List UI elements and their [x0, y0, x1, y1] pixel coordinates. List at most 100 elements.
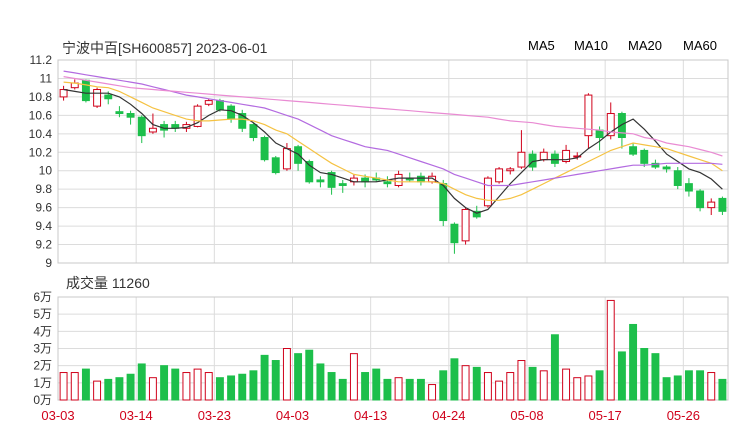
- volume-bar: [227, 375, 236, 401]
- price-tick-label: 9.2: [35, 238, 52, 252]
- volume-bar: [238, 373, 247, 401]
- candle-body: [439, 183, 448, 222]
- volume-bar: [327, 372, 336, 401]
- volume-bar: [104, 378, 113, 401]
- volume-bar: [349, 353, 358, 401]
- candle-body: [718, 197, 727, 212]
- volume-bar: [126, 373, 135, 401]
- ma-line-ma60: [63, 76, 723, 157]
- candle-body: [104, 94, 113, 100]
- candle-body: [238, 113, 247, 129]
- candle-body: [327, 172, 336, 188]
- volume-bar: [148, 377, 157, 401]
- candle-body: [562, 149, 571, 163]
- volume-bar: [70, 372, 79, 401]
- volume-title-prefix: 成交量: [66, 275, 108, 291]
- price-tick-label: 10.2: [29, 145, 53, 159]
- candle-body: [640, 149, 649, 164]
- price-plot-frame: [57, 59, 729, 264]
- volume-bar: [662, 377, 671, 401]
- candle-body: [193, 105, 202, 127]
- price-tick-label: 9.8: [35, 182, 52, 196]
- candle-body: [707, 201, 716, 209]
- candle-body: [115, 111, 124, 115]
- volume-bar: [160, 365, 169, 401]
- candle-body: [550, 153, 559, 164]
- candle-body: [495, 168, 504, 183]
- candle-body: [472, 210, 481, 218]
- volume-bar: [137, 363, 146, 401]
- volume-tick-label: 4万: [33, 324, 52, 338]
- date-tick-label: 03-14: [120, 408, 153, 423]
- volume-bar: [450, 358, 459, 401]
- volume-bar: [517, 360, 526, 401]
- candle-body: [126, 113, 135, 118]
- volume-bar: [629, 323, 638, 401]
- date-tick-label: 04-13: [354, 408, 387, 423]
- candle-body: [282, 148, 291, 170]
- candle-body: [506, 168, 515, 172]
- price-tick-label: 10.4: [29, 127, 53, 141]
- volume-bar: [606, 299, 615, 401]
- volume-bar: [182, 372, 191, 401]
- volume-bar: [338, 378, 347, 401]
- volume-tick-label: 2万: [33, 359, 52, 373]
- volume-bar: [718, 378, 727, 401]
- candle-body: [305, 161, 314, 183]
- candle-body: [249, 124, 258, 139]
- volume-bar: [472, 366, 481, 401]
- candle-body: [461, 208, 470, 242]
- volume-bar: [696, 370, 705, 401]
- volume-plot-frame: [57, 296, 729, 401]
- price-tick-label: 10.6: [29, 108, 53, 122]
- candle-body: [673, 170, 682, 186]
- candle-body: [204, 100, 213, 105]
- candle-body: [137, 116, 146, 137]
- price-tick-label: 10.8: [29, 90, 53, 104]
- volume-bar: [305, 349, 314, 401]
- candle-body: [148, 127, 157, 133]
- volume-bar: [439, 370, 448, 401]
- candle-body: [227, 105, 236, 120]
- volume-bar: [59, 372, 68, 401]
- volume-bar: [294, 353, 303, 401]
- candle-body: [483, 177, 492, 207]
- volume-bar: [428, 384, 437, 401]
- date-tick-label: 05-26: [667, 408, 700, 423]
- volume-bar: [617, 351, 626, 401]
- date-tick-label: 04-24: [432, 408, 465, 423]
- candle-body: [684, 183, 693, 192]
- price-tick-label: 10: [39, 164, 53, 178]
- candle-body: [651, 162, 660, 168]
- candle-body: [595, 129, 604, 139]
- candle-body: [662, 166, 671, 170]
- volume-tick-label: 0万: [33, 393, 52, 407]
- date-tick-label: 03-03: [41, 408, 74, 423]
- candle-body: [383, 181, 392, 185]
- candle-body: [215, 100, 224, 111]
- volume-bar: [651, 353, 660, 401]
- candle-body: [316, 179, 325, 183]
- volume-bar: [483, 372, 492, 401]
- volume-title: 成交量 11260: [66, 273, 150, 293]
- price-tick-label: 9.4: [35, 219, 52, 233]
- volume-bar: [271, 360, 280, 401]
- price-tick-label: 11.2: [30, 53, 53, 67]
- price-tick-label: 9.6: [35, 201, 52, 215]
- volume-bar: [405, 378, 414, 401]
- volume-bar: [372, 368, 381, 401]
- volume-bar: [528, 366, 537, 401]
- volume-bar: [93, 380, 102, 401]
- volume-bar: [383, 378, 392, 401]
- candle-body: [539, 151, 548, 161]
- date-tick-label: 03-23: [198, 408, 231, 423]
- volume-bar: [394, 377, 403, 401]
- candle-body: [617, 113, 626, 139]
- chart-title: 宁波中百[SH600857] 2023-06-01: [62, 40, 268, 56]
- volume-bar: [215, 377, 224, 401]
- candle-body: [584, 94, 593, 137]
- volume-bar: [260, 354, 269, 401]
- volume-bar: [673, 375, 682, 401]
